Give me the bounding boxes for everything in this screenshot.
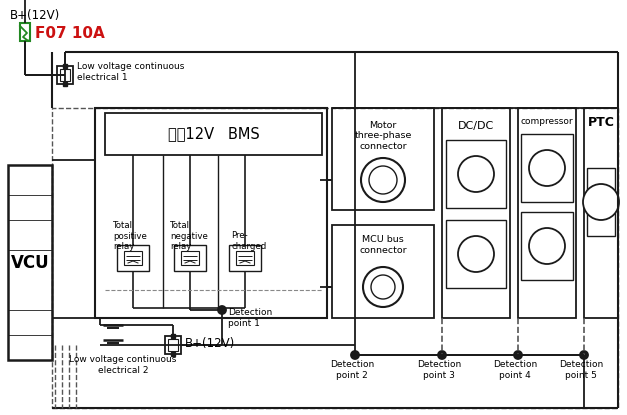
Circle shape [580,351,588,359]
Bar [521,134,573,202]
Bar [587,168,615,236]
Circle shape [218,306,226,314]
Bar [446,220,506,288]
Text: MCU bus
connector: MCU bus connector [359,235,407,255]
Text: Total
positive
relay: Total positive relay [113,221,147,251]
Bar [95,108,327,318]
Text: Detection
point 3: Detection point 3 [417,360,461,380]
Bar [168,339,178,351]
Text: B+(12V): B+(12V) [185,337,235,349]
Circle shape [514,351,522,359]
Text: 常电12V   BMS: 常电12V BMS [167,127,260,142]
Text: PTC: PTC [587,115,614,129]
Text: DC/DC: DC/DC [458,121,494,131]
Bar [442,108,510,318]
Circle shape [369,166,397,194]
Circle shape [438,351,446,359]
Bar [229,245,261,271]
Text: B+(12V): B+(12V) [10,10,60,22]
Text: Pre-
charged: Pre- charged [231,231,266,251]
Bar [20,23,30,41]
Bar [236,251,254,265]
Bar [8,165,52,360]
Text: Low voltage continuous
electrical 2: Low voltage continuous electrical 2 [70,355,177,375]
Bar [181,251,199,265]
Bar [52,108,618,408]
Text: VCU: VCU [11,254,50,271]
Bar [584,108,618,318]
Bar [165,336,181,354]
Bar [446,140,506,208]
Circle shape [351,351,359,359]
Circle shape [361,158,405,202]
Bar [117,245,149,271]
Bar [105,113,322,155]
Text: Total
negative
relay: Total negative relay [170,221,208,251]
Bar [57,66,73,84]
Text: Detection
point 5: Detection point 5 [559,360,603,380]
Bar [332,108,434,210]
Text: compressor: compressor [520,117,573,127]
Bar [521,212,573,280]
Circle shape [583,184,619,220]
Bar [124,251,142,265]
Text: Detection
point 4: Detection point 4 [493,360,537,380]
Circle shape [371,275,395,299]
Text: Detection
point 2: Detection point 2 [330,360,374,380]
Text: F07 10A: F07 10A [35,25,105,41]
Circle shape [363,267,403,307]
Circle shape [458,156,494,192]
Text: Low voltage continuous
electrical 1: Low voltage continuous electrical 1 [77,62,184,82]
Text: Motor
three-phase
connector: Motor three-phase connector [354,121,412,151]
Bar [174,245,206,271]
Circle shape [529,228,565,264]
Circle shape [458,236,494,272]
Text: Detection
point 1: Detection point 1 [228,308,272,328]
Bar [332,225,434,318]
Circle shape [529,150,565,186]
Bar [518,108,576,318]
Bar [60,69,70,81]
